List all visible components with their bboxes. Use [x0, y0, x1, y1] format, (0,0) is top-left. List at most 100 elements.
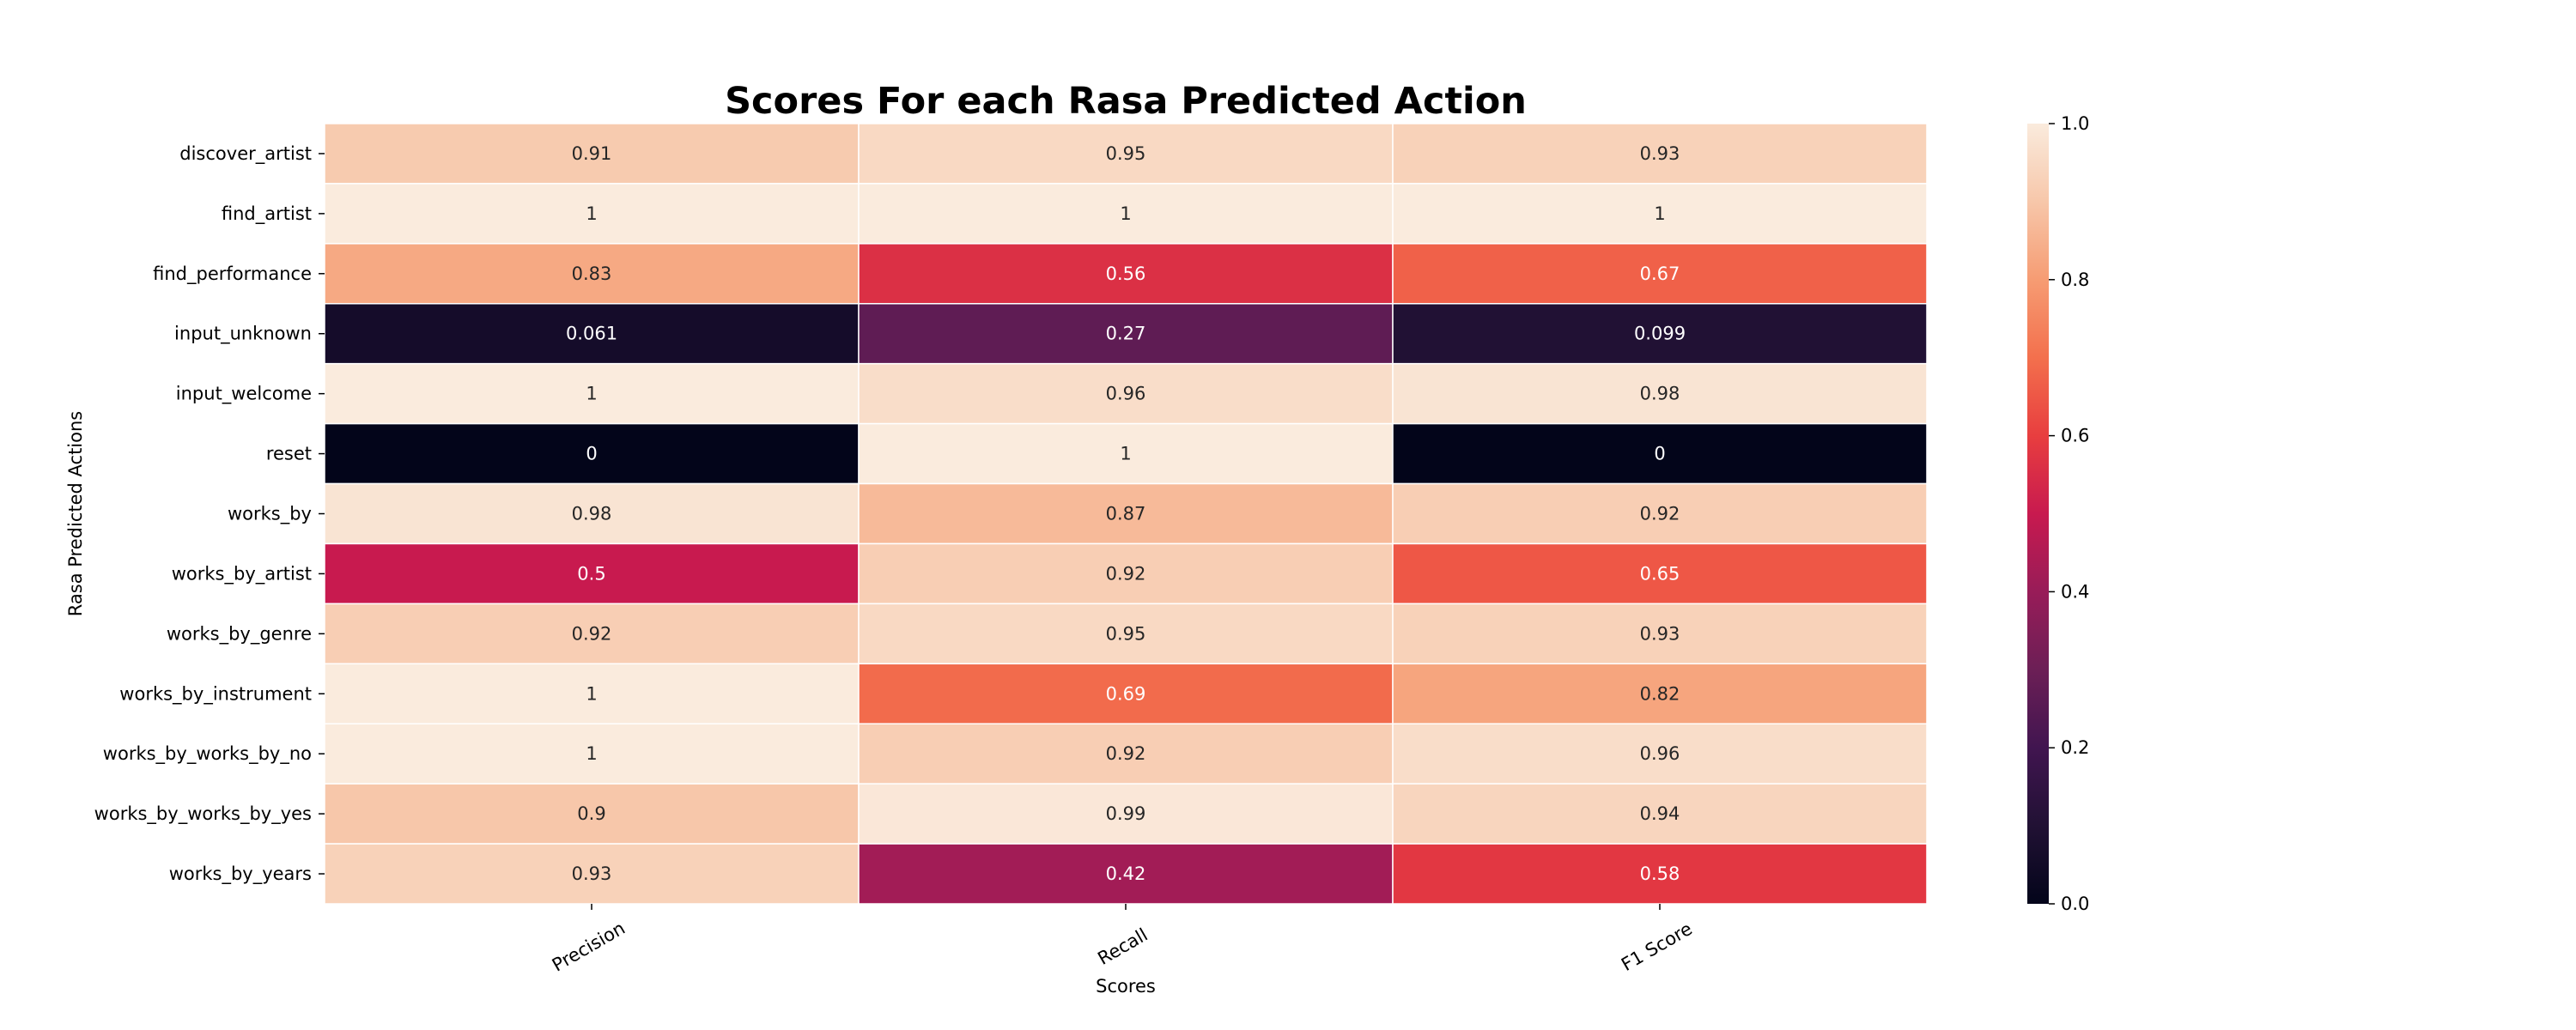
cell-value-label: 0.95	[1106, 623, 1146, 644]
heatmap-cell	[858, 422, 1394, 485]
heatmap-cell	[1392, 723, 1928, 785]
cell-value-label: 0.83	[572, 264, 612, 284]
heatmap-cell	[324, 303, 860, 365]
heatmap-cell	[1392, 783, 1928, 845]
cell-value-label: 0.96	[1106, 384, 1146, 404]
colorbar-tick-label: 0.2	[2061, 737, 2089, 758]
cell-value-label: 0.93	[572, 863, 612, 884]
cell-value-label: 0.58	[1640, 863, 1680, 884]
y-tick-label: works_by_artist	[172, 563, 312, 585]
colorbar-tick-label: 0.8	[2061, 270, 2089, 290]
heatmap-cell	[858, 243, 1394, 305]
heatmap-cell	[324, 362, 860, 425]
heatmap-cell	[324, 843, 860, 905]
colorbar-tick-label: 0.6	[2061, 426, 2089, 446]
cell-value-label: 0	[1654, 444, 1665, 464]
heatmap-cell	[1392, 663, 1928, 724]
cell-value-label: 0.99	[1106, 803, 1146, 824]
heatmap-cell	[1392, 123, 1928, 185]
heatmap-cell-labels: 0.91 0.95 0.931 1 10.83 0.56 0.670.061 0.27 0.09…	[566, 143, 1686, 884]
heatmap-cell	[324, 482, 860, 545]
y-axis-label: Rasa Predicted Actions	[65, 411, 86, 616]
colorbar	[2027, 124, 2049, 904]
heatmap-cell	[324, 663, 860, 724]
cell-value-label: 0.93	[1640, 623, 1680, 644]
colorbar-tick-label: 1.0	[2061, 113, 2089, 134]
y-tick-label: input_unknown	[174, 324, 312, 345]
heatmap-cell	[858, 663, 1394, 724]
cell-value-label: 0.92	[1106, 563, 1146, 584]
heatmap-cell	[324, 123, 860, 185]
heatmap-cell	[858, 542, 1394, 605]
y-tick-label: works_by_genre	[167, 623, 312, 645]
cell-value-label: 1	[586, 384, 597, 404]
cell-value-label: 0.92	[1640, 504, 1680, 524]
x-tick-label: F1 Score	[1618, 918, 1696, 975]
cell-value-label: 0.061	[566, 324, 617, 344]
cell-value-label: 0.95	[1106, 143, 1146, 164]
cell-value-label: 0.9	[577, 803, 605, 824]
y-tick-label: find_artist	[222, 203, 312, 225]
cell-value-label: 0.099	[1634, 324, 1686, 344]
heatmap-cell	[858, 362, 1394, 425]
heatmap-cell	[324, 723, 860, 785]
heatmap-cell	[324, 603, 860, 665]
heatmap-cell	[324, 183, 860, 245]
y-tick-label: works_by	[228, 504, 312, 525]
heatmap-cell	[324, 542, 860, 605]
colorbar-tick-label: 0.4	[2061, 581, 2089, 602]
heatmap-cell	[1392, 843, 1928, 905]
cell-value-label: 0.69	[1106, 683, 1146, 704]
heatmap-cell	[1392, 362, 1928, 425]
heatmap-cell	[1392, 422, 1928, 485]
cell-value-label: 1	[586, 683, 597, 704]
heatmap-cell	[858, 783, 1394, 845]
heatmap-cell	[1392, 482, 1928, 545]
colorbar-tick-label: 0.0	[2061, 894, 2089, 914]
y-tick-label: works_by_years	[169, 863, 312, 885]
x-axis-ticks: Precision Recall F1 Score	[549, 904, 1696, 976]
heatmap-cell	[858, 843, 1394, 905]
heatmap-cell	[858, 482, 1394, 545]
y-tick-label: discover_artist	[179, 143, 312, 165]
heatmap-cell	[1392, 183, 1928, 245]
cell-value-label: 0.98	[572, 504, 612, 524]
x-axis-label: Scores	[1096, 976, 1156, 997]
cell-value-label: 1	[1654, 203, 1665, 224]
cell-value-label: 0.92	[1106, 743, 1146, 764]
cell-value-label: 0.5	[577, 563, 605, 584]
y-tick-label: works_by_instrument	[119, 683, 312, 705]
cell-value-label: 1	[1120, 444, 1131, 464]
cell-value-label: 0.42	[1106, 863, 1146, 884]
cell-value-label: 1	[586, 203, 597, 224]
colorbar-gradient	[2027, 124, 2049, 904]
cell-value-label: 0.92	[572, 623, 612, 644]
cell-value-label: 0.98	[1640, 384, 1680, 404]
y-tick-label: works_by_works_by_no	[103, 743, 312, 765]
cell-value-label: 0.56	[1106, 264, 1146, 284]
heatmap-cells	[324, 123, 1928, 905]
y-tick-label: reset	[266, 444, 312, 464]
x-tick-label: Precision	[549, 918, 629, 976]
heatmap-cell	[1392, 603, 1928, 665]
cell-value-label: 0.93	[1640, 143, 1680, 164]
heatmap-cell	[858, 123, 1394, 185]
cell-value-label: 1	[586, 743, 597, 764]
x-tick-label: Recall	[1094, 924, 1151, 969]
cell-value-label: 0.65	[1640, 563, 1680, 584]
cell-value-label: 1	[1120, 203, 1131, 224]
cell-value-label: 0.94	[1640, 803, 1680, 824]
y-axis-ticks: discover_artist find_artist find_performan…	[94, 143, 325, 885]
cell-value-label: 0.27	[1106, 324, 1146, 344]
heatmap-cell	[1392, 303, 1928, 365]
cell-value-label: 0.87	[1106, 504, 1146, 524]
heatmap-cell	[1392, 542, 1928, 605]
cell-value-label: 0	[586, 444, 597, 464]
chart-title: Scores For each Rasa Predicted Action	[725, 80, 1527, 123]
y-tick-label: find_performance	[153, 264, 312, 285]
cell-value-label: 0.96	[1640, 743, 1680, 764]
colorbar-ticks: 0.0 0.2 0.4 0.6 0.8 1.0	[2049, 113, 2089, 914]
heatmap-cell	[858, 183, 1394, 245]
y-tick-label: works_by_works_by_yes	[94, 803, 312, 825]
